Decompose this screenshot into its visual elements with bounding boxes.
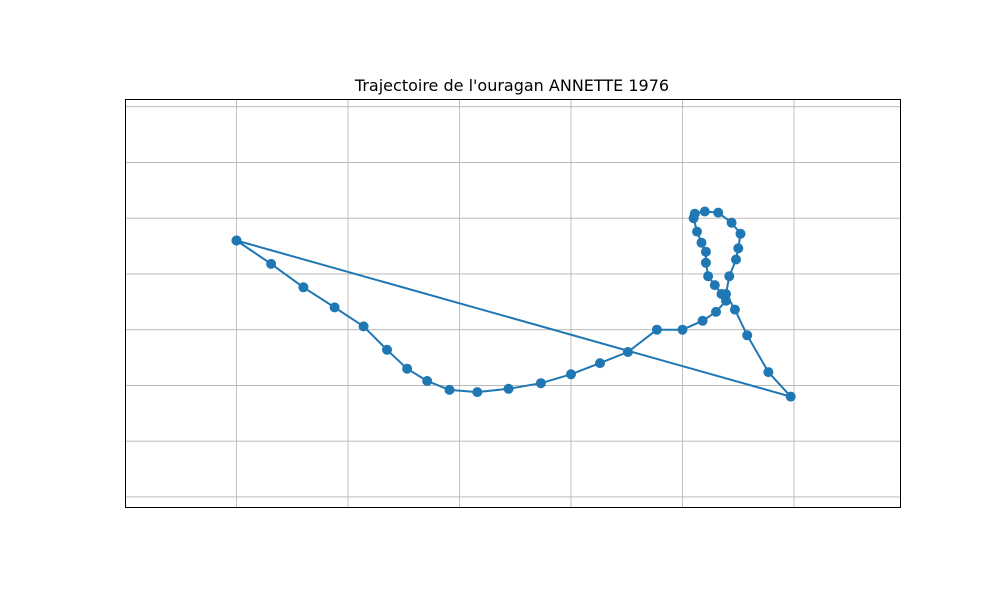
track-point bbox=[763, 367, 774, 378]
track-point bbox=[692, 226, 702, 237]
track-point bbox=[266, 258, 277, 269]
track-layer bbox=[231, 206, 796, 402]
track-point bbox=[731, 254, 741, 265]
track-point bbox=[729, 304, 740, 315]
track-point bbox=[724, 271, 735, 282]
track-point bbox=[721, 289, 731, 299]
track-point bbox=[711, 306, 721, 317]
track-point bbox=[358, 321, 369, 332]
track-point bbox=[785, 391, 796, 402]
track-point bbox=[703, 271, 714, 282]
track-point bbox=[444, 384, 455, 395]
plot-frame bbox=[125, 99, 901, 508]
track-point bbox=[733, 243, 744, 254]
track-point bbox=[422, 376, 433, 386]
track-point bbox=[472, 387, 483, 398]
track-point bbox=[735, 228, 746, 239]
track-point bbox=[231, 235, 242, 246]
track-point bbox=[700, 257, 711, 268]
track-point bbox=[402, 363, 413, 374]
track-point bbox=[709, 280, 720, 291]
chart-title: Trajectoire de l'ouragan ANNETTE 1976 bbox=[354, 76, 669, 95]
track-point bbox=[566, 369, 576, 380]
track-point bbox=[713, 207, 724, 218]
track-point bbox=[503, 383, 514, 394]
track-point bbox=[595, 358, 605, 369]
track-point bbox=[697, 315, 708, 326]
track-point bbox=[535, 378, 546, 389]
track-point bbox=[696, 237, 707, 248]
track-point bbox=[298, 282, 309, 293]
track-point bbox=[742, 330, 753, 341]
track-point bbox=[382, 344, 392, 355]
track-point bbox=[651, 324, 662, 335]
track-point bbox=[329, 302, 340, 313]
track-point bbox=[622, 347, 633, 357]
track-point bbox=[689, 208, 700, 219]
track-point bbox=[677, 324, 688, 335]
track-point bbox=[726, 217, 737, 228]
track-point bbox=[699, 206, 710, 217]
track-point bbox=[700, 246, 711, 257]
